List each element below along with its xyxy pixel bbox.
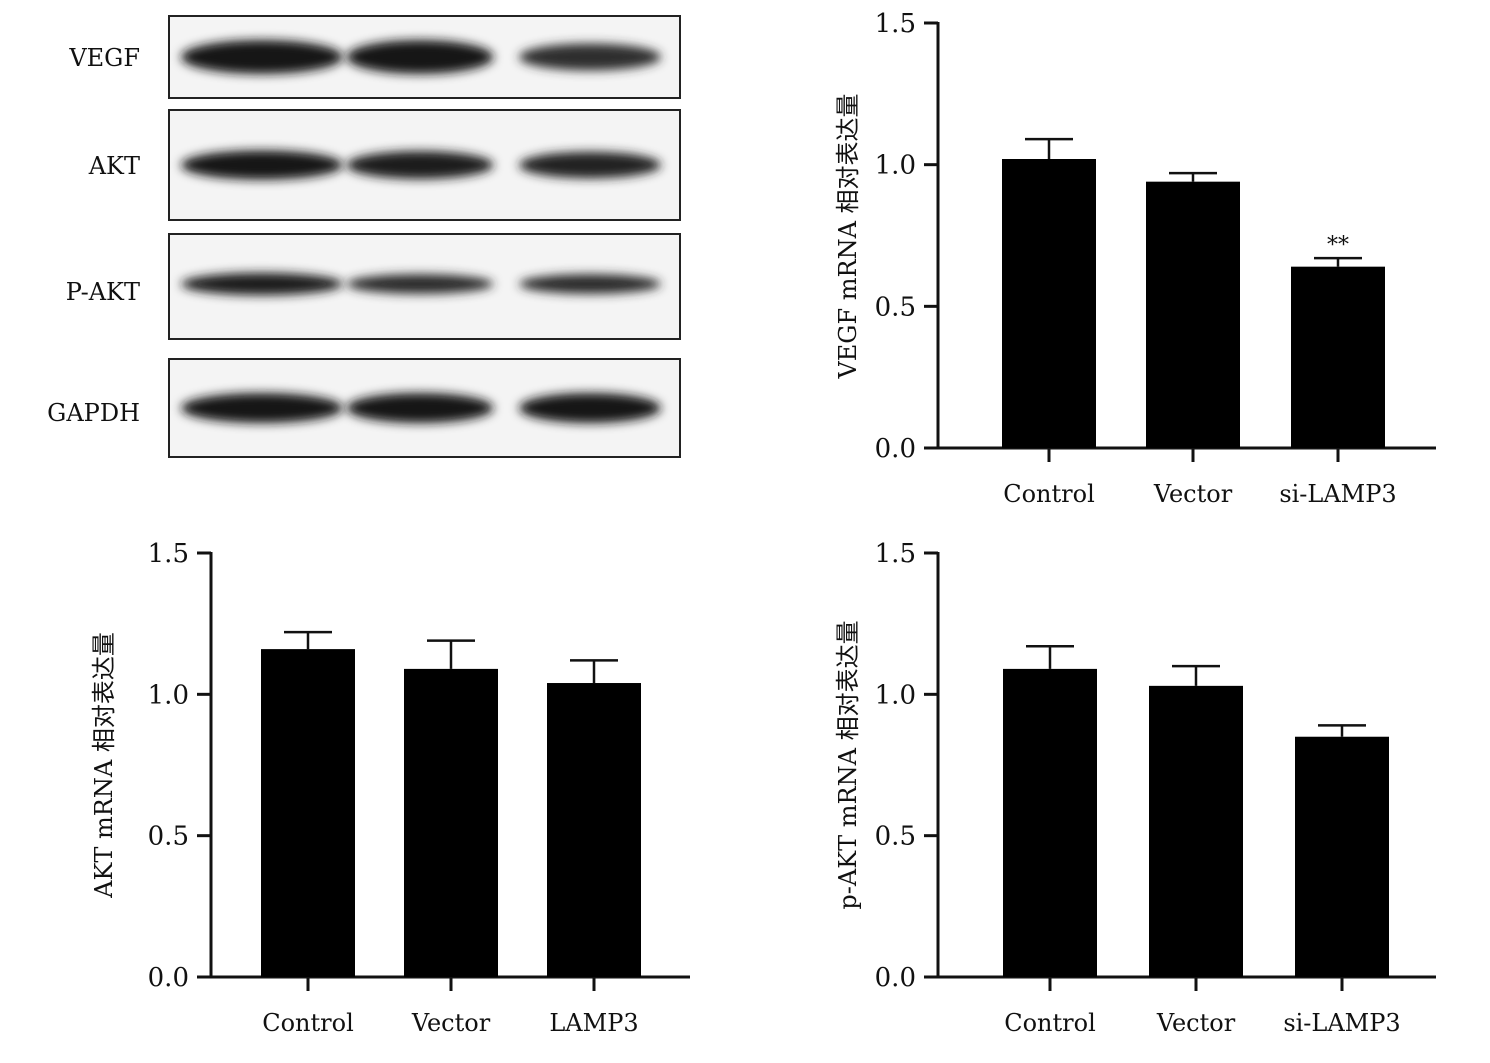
bar — [547, 683, 641, 977]
blot-band — [181, 393, 343, 423]
blot-band — [519, 43, 661, 71]
y-tick-label: 1.0 — [148, 680, 189, 710]
blot-band — [181, 272, 343, 296]
x-tick-label: Control — [1004, 1009, 1096, 1037]
y-tick-label: 0.5 — [148, 822, 189, 852]
x-tick-label: Vector — [411, 1009, 491, 1037]
y-tick-label: 1.5 — [148, 539, 189, 569]
blot-band — [519, 151, 661, 179]
blot-label-gapdh: GAPDH — [47, 399, 140, 427]
blot-band — [181, 40, 343, 74]
blot-band — [181, 150, 343, 180]
bar — [1295, 736, 1389, 977]
y-tick-label: 1.0 — [875, 680, 916, 710]
x-tick-label: si-LAMP3 — [1283, 1009, 1400, 1037]
bar — [404, 668, 498, 977]
y-tick-label: 0.0 — [875, 434, 916, 464]
blot-label-akt: AKT — [88, 152, 140, 180]
x-tick-label: Vector — [1153, 480, 1233, 508]
p-akt-bar-chart: 0.0 0.5 1.0 1.5 p-AKT mRNA 相对表达量 Control Vecto… — [834, 539, 1436, 1037]
bar — [261, 649, 355, 977]
y-tick-label: 1.5 — [875, 9, 916, 39]
y-tick-label: 0.5 — [875, 822, 916, 852]
western-blot: VEGF AKT P-AKT GAPDH — [47, 15, 681, 458]
vegf-bar-chart: 0.0 0.5 1.0 1.5 VEGF mRNA 相对表达量 Control Vector… — [834, 9, 1436, 508]
y-tick-label: 0.5 — [875, 292, 916, 322]
bar — [1003, 668, 1097, 977]
blot-label-vegf: VEGF — [68, 44, 140, 72]
akt-bar-chart: 0.0 0.5 1.0 1.5 AKT mRNA 相对表达量 Control Vector L… — [90, 539, 690, 1037]
blot-label-p-akt: P-AKT — [66, 278, 140, 306]
blot-row-vegf: VEGF — [68, 15, 681, 99]
y-tick-label: 0.0 — [875, 963, 916, 993]
blot-band — [519, 393, 661, 423]
x-tick-label: si-LAMP3 — [1279, 480, 1396, 508]
x-tick-label: Vector — [1156, 1009, 1236, 1037]
y-axis-label: VEGF mRNA 相对表达量 — [834, 93, 862, 379]
blot-band — [346, 151, 494, 179]
blot-band — [346, 393, 494, 423]
bar — [1002, 159, 1096, 448]
x-tick-label: Control — [262, 1009, 354, 1037]
blot-band — [346, 40, 494, 74]
x-tick-label: LAMP3 — [549, 1009, 638, 1037]
bar — [1291, 266, 1385, 448]
y-tick-label: 1.5 — [875, 539, 916, 569]
significance-label: ** — [1327, 233, 1349, 258]
blot-row-akt: AKT — [88, 109, 681, 221]
blot-row-gapdh: GAPDH — [47, 358, 681, 458]
blot-row-p-akt: P-AKT — [66, 233, 681, 340]
x-tick-label: Control — [1003, 480, 1095, 508]
y-axis-label: AKT mRNA 相对表达量 — [90, 632, 118, 899]
bar — [1146, 181, 1240, 448]
blot-band — [519, 274, 661, 294]
y-tick-label: 0.0 — [148, 963, 189, 993]
bar — [1149, 685, 1243, 977]
y-tick-label: 1.0 — [875, 151, 916, 181]
y-axis-label: p-AKT mRNA 相对表达量 — [834, 620, 862, 909]
blot-band — [346, 274, 494, 294]
